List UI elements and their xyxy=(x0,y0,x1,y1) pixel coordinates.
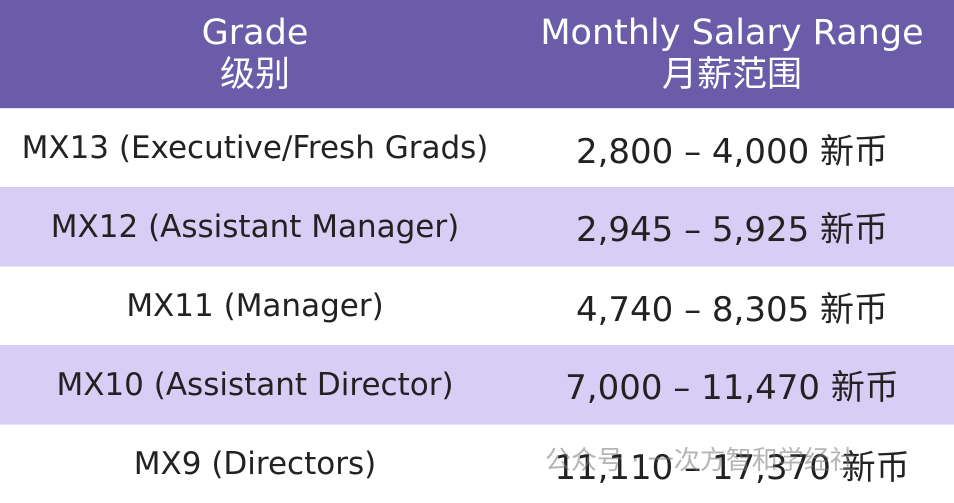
salary-cell: 4,740 – 8,305 新币 xyxy=(575,289,889,330)
grade-cell: MX11 (Manager) xyxy=(126,288,384,324)
header-subtitle: 级别 xyxy=(219,55,290,95)
header-subtitle: 月薪范围 xyxy=(661,55,802,95)
header-title: Grade xyxy=(201,13,309,53)
grade-cell: MX12 (Assistant Manager) xyxy=(50,208,460,245)
header-title: Monthly Salary Range xyxy=(540,13,924,53)
grade-cell: MX10 (Assistant Director) xyxy=(56,366,454,403)
header-cell: Monthly Salary Range 月薪范围 xyxy=(510,0,954,108)
grade-cell: MX9 (Directors) xyxy=(133,446,377,482)
salary-cell: 2,945 – 5,925 新币 xyxy=(575,210,889,250)
salary-cell: 11,110 – 17,370 新币 xyxy=(554,447,910,488)
table-header: Grade 级别 Monthly Salary Range 月薪范围 xyxy=(0,0,954,108)
grade-cell: MX13 (Executive/Fresh Grads) xyxy=(21,130,489,166)
table-row: MX12 (Assistant Manager) 2,945 – 5,925 新币 xyxy=(0,187,954,266)
salary-cell: 7,000 – 11,470 新币 xyxy=(565,368,899,408)
table-row: MX11 (Manager) 4,740 – 8,305 新币 xyxy=(0,266,954,345)
table-row: MX9 (Directors) 11,110 – 17,370 新币 xyxy=(0,424,954,503)
table-row: MX10 (Assistant Director) 7,000 – 11,470 … xyxy=(0,345,954,424)
salary-cell: 2,800 – 4,000 新币 xyxy=(575,131,889,172)
table-row: MX13 (Executive/Fresh Grads) 2,800 – 4,00… xyxy=(0,108,954,187)
header-cell: Grade 级别 xyxy=(0,0,510,108)
watermark: 公众号 · 一次方智和学经社 xyxy=(545,446,856,476)
